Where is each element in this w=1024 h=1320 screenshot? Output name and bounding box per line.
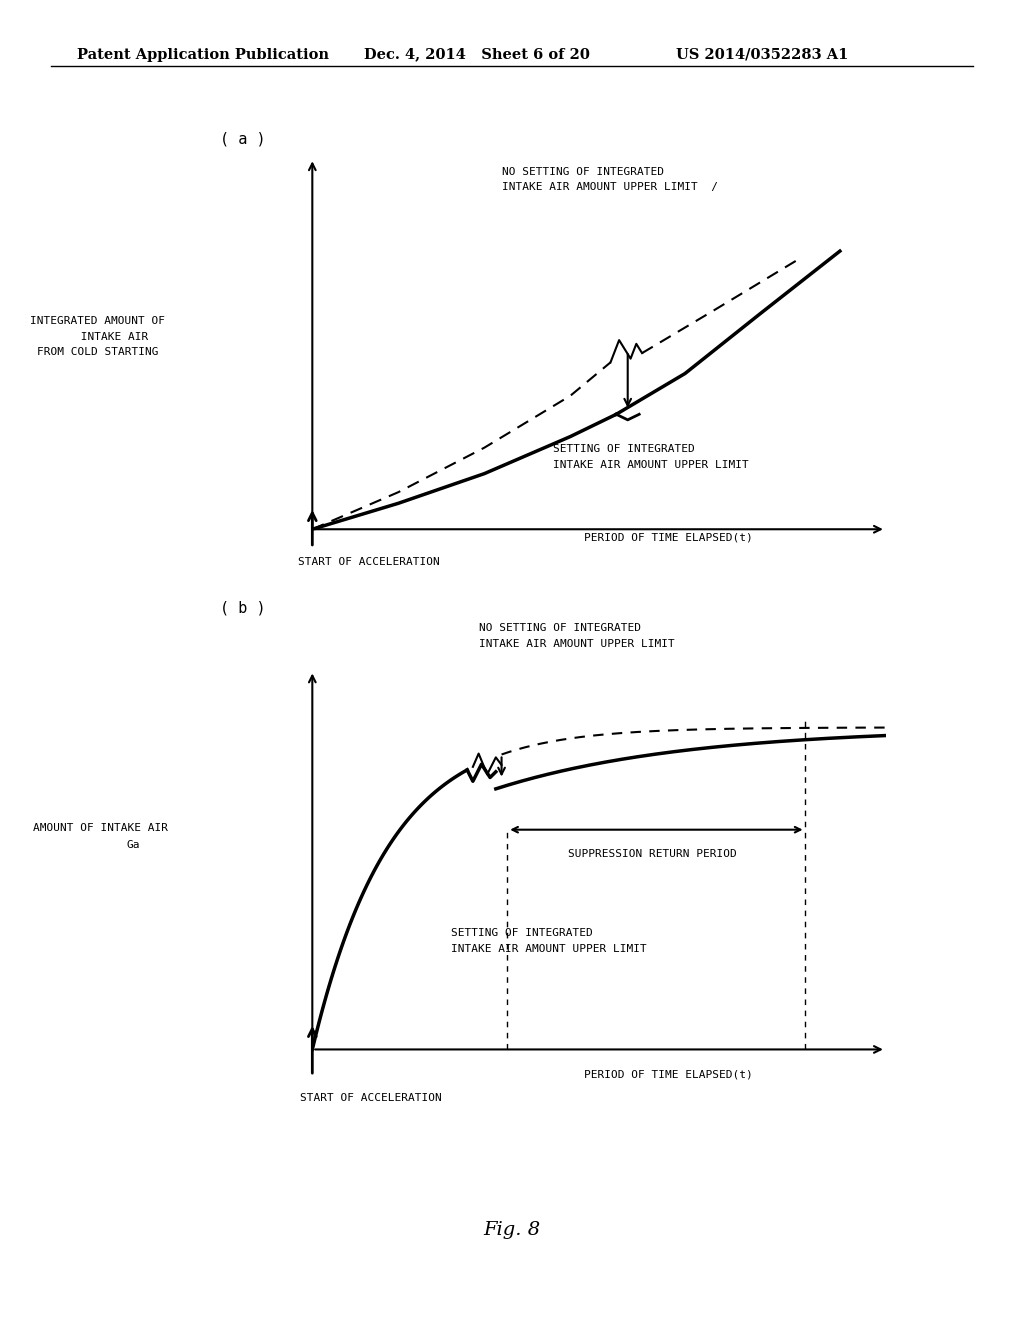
Text: ( a ): ( a ) bbox=[220, 132, 266, 147]
Text: INTEGRATED AMOUNT OF: INTEGRATED AMOUNT OF bbox=[30, 315, 165, 326]
Text: SUPPRESSION RETURN PERIOD: SUPPRESSION RETURN PERIOD bbox=[568, 849, 737, 859]
Text: Ga: Ga bbox=[126, 840, 140, 850]
Text: PERIOD OF TIME ELAPSED(t): PERIOD OF TIME ELAPSED(t) bbox=[584, 532, 753, 543]
Text: NO SETTING OF INTEGRATED: NO SETTING OF INTEGRATED bbox=[479, 623, 641, 634]
Text: Dec. 4, 2014   Sheet 6 of 20: Dec. 4, 2014 Sheet 6 of 20 bbox=[364, 48, 590, 62]
Text: SETTING OF INTEGRATED: SETTING OF INTEGRATED bbox=[553, 444, 694, 454]
Text: PERIOD OF TIME ELAPSED(t): PERIOD OF TIME ELAPSED(t) bbox=[584, 1069, 753, 1080]
Text: SETTING OF INTEGRATED: SETTING OF INTEGRATED bbox=[451, 928, 592, 939]
Text: INTAKE AIR AMOUNT UPPER LIMIT: INTAKE AIR AMOUNT UPPER LIMIT bbox=[451, 944, 646, 954]
Text: NO SETTING OF INTEGRATED: NO SETTING OF INTEGRATED bbox=[502, 166, 664, 177]
Text: Patent Application Publication: Patent Application Publication bbox=[77, 48, 329, 62]
Text: INTAKE AIR AMOUNT UPPER LIMIT  /: INTAKE AIR AMOUNT UPPER LIMIT / bbox=[502, 182, 718, 193]
Text: Fig. 8: Fig. 8 bbox=[483, 1221, 541, 1239]
Text: START OF ACCELERATION: START OF ACCELERATION bbox=[298, 557, 439, 568]
Text: INTAKE AIR AMOUNT UPPER LIMIT: INTAKE AIR AMOUNT UPPER LIMIT bbox=[553, 459, 749, 470]
Text: INTAKE AIR AMOUNT UPPER LIMIT: INTAKE AIR AMOUNT UPPER LIMIT bbox=[479, 639, 675, 649]
Text: START OF ACCELERATION: START OF ACCELERATION bbox=[300, 1093, 441, 1104]
Text: AMOUNT OF INTAKE AIR: AMOUNT OF INTAKE AIR bbox=[33, 822, 168, 833]
Text: ( b ): ( b ) bbox=[220, 601, 266, 615]
Text: FROM COLD STARTING: FROM COLD STARTING bbox=[37, 347, 158, 358]
Text: US 2014/0352283 A1: US 2014/0352283 A1 bbox=[676, 48, 848, 62]
Text: INTAKE AIR: INTAKE AIR bbox=[47, 331, 147, 342]
